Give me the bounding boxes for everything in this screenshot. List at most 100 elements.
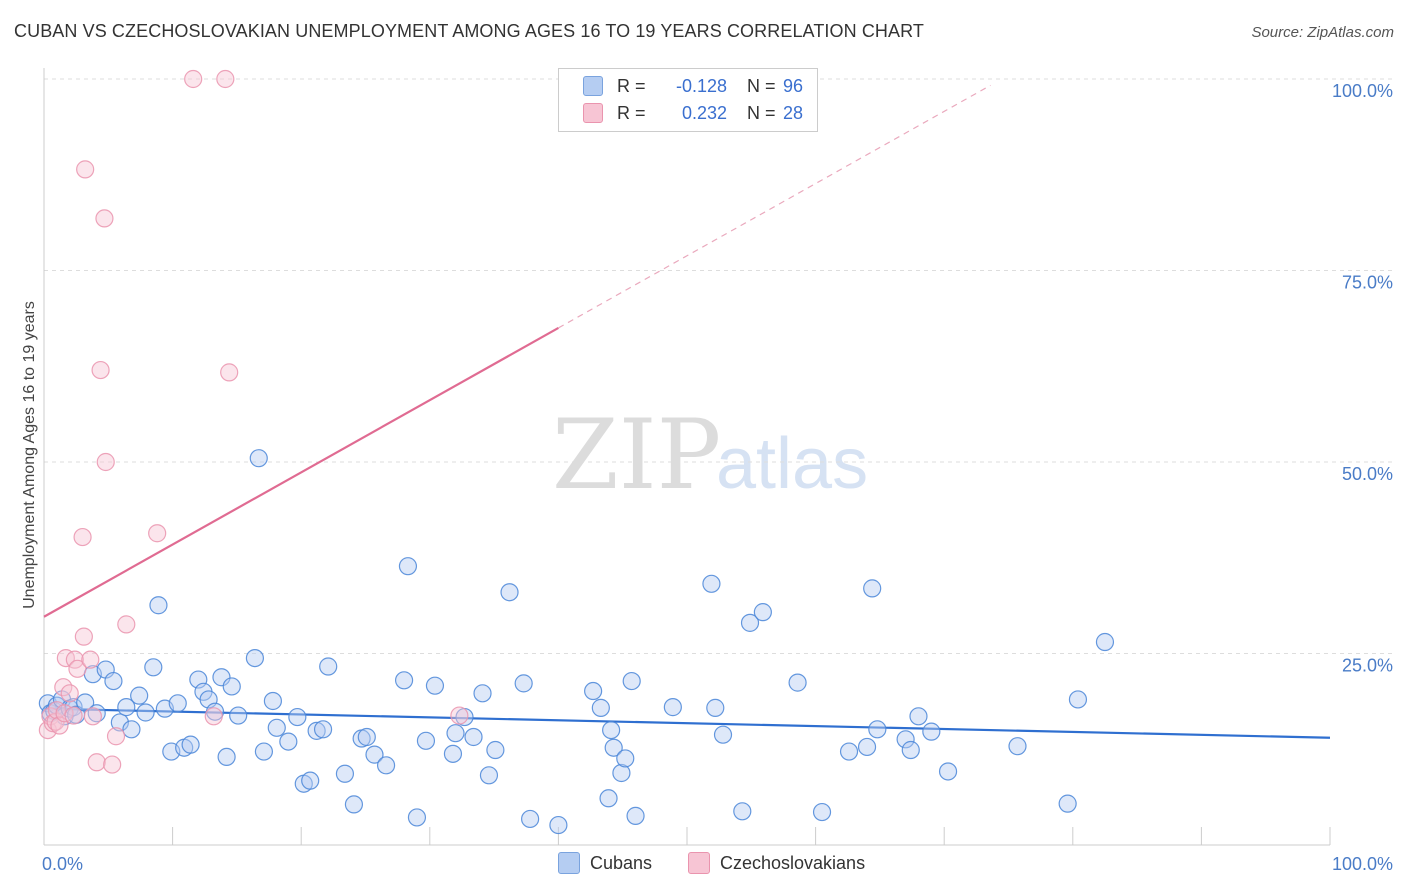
point-czechoslovakians — [74, 627, 93, 646]
point-czechoslovakians — [87, 753, 106, 772]
point-cubans — [713, 725, 733, 744]
point-czechoslovakians — [450, 706, 469, 725]
point-cubans — [626, 806, 645, 825]
series-legend: Cubans Czechoslovakians — [0, 852, 1406, 876]
y-tick-label: 100.0% — [1332, 81, 1393, 101]
point-czechoslovakians — [96, 452, 115, 472]
series-czechoslovakians — [38, 69, 469, 774]
point-cubans — [222, 677, 241, 696]
legend-row-czechoslovakians: R = 0.232 N = 28 — [583, 102, 823, 124]
point-cubans — [407, 808, 427, 827]
r-value: 0.232 — [681, 102, 727, 123]
data-points — [38, 69, 1115, 835]
x-tick-label-min: 0.0% — [42, 854, 83, 874]
point-cubans — [521, 809, 540, 829]
point-cubans — [1058, 794, 1077, 813]
point-cubans — [706, 698, 725, 717]
source-credit: Source: ZipAtlas.com — [1251, 24, 1394, 41]
point-cubans — [1095, 632, 1115, 652]
point-cubans — [168, 694, 187, 713]
trend-line-cubans — [43, 707, 1331, 739]
point-cubans — [319, 657, 338, 676]
point-czechoslovakians — [117, 615, 136, 634]
point-cubans — [812, 802, 832, 822]
r-label: R = — [617, 75, 646, 96]
n-label: N = — [747, 102, 776, 123]
point-cubans — [249, 449, 268, 468]
point-cubans — [117, 698, 136, 717]
point-czechoslovakians — [103, 755, 122, 774]
legend-swatch-cubans — [558, 852, 580, 874]
point-cubans — [263, 691, 283, 711]
point-cubans — [663, 698, 682, 717]
point-cubans — [857, 737, 877, 757]
legend-swatch-czechoslovakians — [688, 852, 710, 874]
point-cubans — [443, 744, 463, 763]
point-cubans — [446, 724, 465, 743]
point-cubans — [136, 703, 155, 722]
point-cubans — [591, 698, 610, 717]
grid-lines — [44, 78, 1394, 654]
point-cubans — [616, 749, 635, 768]
point-cubans — [740, 613, 760, 632]
point-cubans — [229, 706, 248, 725]
x-tick-label-max: 100.0% — [1332, 854, 1393, 874]
r-label: R = — [617, 102, 646, 123]
point-cubans — [110, 713, 129, 732]
point-cubans — [733, 802, 752, 821]
point-czechoslovakians — [204, 707, 223, 726]
point-czechoslovakians — [76, 160, 95, 179]
point-czechoslovakians — [91, 360, 110, 380]
point-cubans — [514, 674, 533, 693]
point-cubans — [307, 721, 326, 740]
legend-swatch-cubans — [583, 76, 603, 96]
point-cubans — [1008, 737, 1027, 756]
trend-line-czechoslovakians — [43, 326, 559, 618]
point-czechoslovakians — [106, 727, 126, 746]
point-cubans — [425, 676, 445, 695]
point-cubans — [839, 742, 859, 761]
point-cubans — [473, 684, 492, 703]
watermark-atlas: atlas — [716, 424, 868, 504]
point-cubans — [702, 574, 721, 593]
point-cubans — [279, 732, 298, 751]
point-czechoslovakians — [216, 69, 235, 89]
point-cubans — [394, 671, 414, 690]
point-cubans — [181, 735, 200, 754]
point-cubans — [1068, 690, 1088, 709]
point-czechoslovakians — [81, 650, 100, 669]
legend-item-cubans: Cubans — [558, 852, 652, 874]
point-cubans — [604, 738, 623, 757]
point-cubans — [217, 747, 236, 767]
correlation-legend: R = -0.128 N = 96 R = 0.232 N = 28 — [558, 68, 818, 132]
point-cubans — [788, 673, 807, 692]
point-cubans — [245, 648, 265, 668]
point-cubans — [76, 693, 95, 712]
point-cubans — [549, 815, 568, 835]
point-cubans — [922, 722, 941, 741]
point-cubans — [130, 686, 149, 705]
point-cubans — [584, 681, 603, 701]
legend-label-cubans: Cubans — [590, 852, 653, 873]
axes — [43, 68, 1331, 846]
point-cubans — [486, 740, 505, 760]
point-czechoslovakians — [95, 209, 114, 228]
point-cubans — [416, 731, 436, 750]
point-cubans — [622, 671, 641, 691]
x-tick-labels: 0.0% 100.0% — [42, 854, 1393, 874]
y-tick-label: 50.0% — [1342, 464, 1393, 484]
trend-extension-czechoslovakians — [558, 84, 991, 329]
point-cubans — [863, 579, 882, 598]
point-cubans — [288, 707, 307, 727]
point-cubans — [500, 583, 519, 602]
point-czechoslovakians — [64, 706, 83, 725]
point-czechoslovakians — [220, 363, 239, 382]
n-value: 28 — [783, 102, 804, 123]
legend-label-czechoslovakians: Czechoslovakians — [720, 852, 866, 873]
n-label: N = — [747, 75, 776, 96]
legend-row-cubans: R = -0.128 N = 96 — [583, 75, 823, 97]
point-czechoslovakians — [60, 684, 79, 703]
point-cubans — [464, 727, 483, 747]
point-cubans — [122, 720, 141, 739]
point-cubans — [909, 707, 928, 726]
